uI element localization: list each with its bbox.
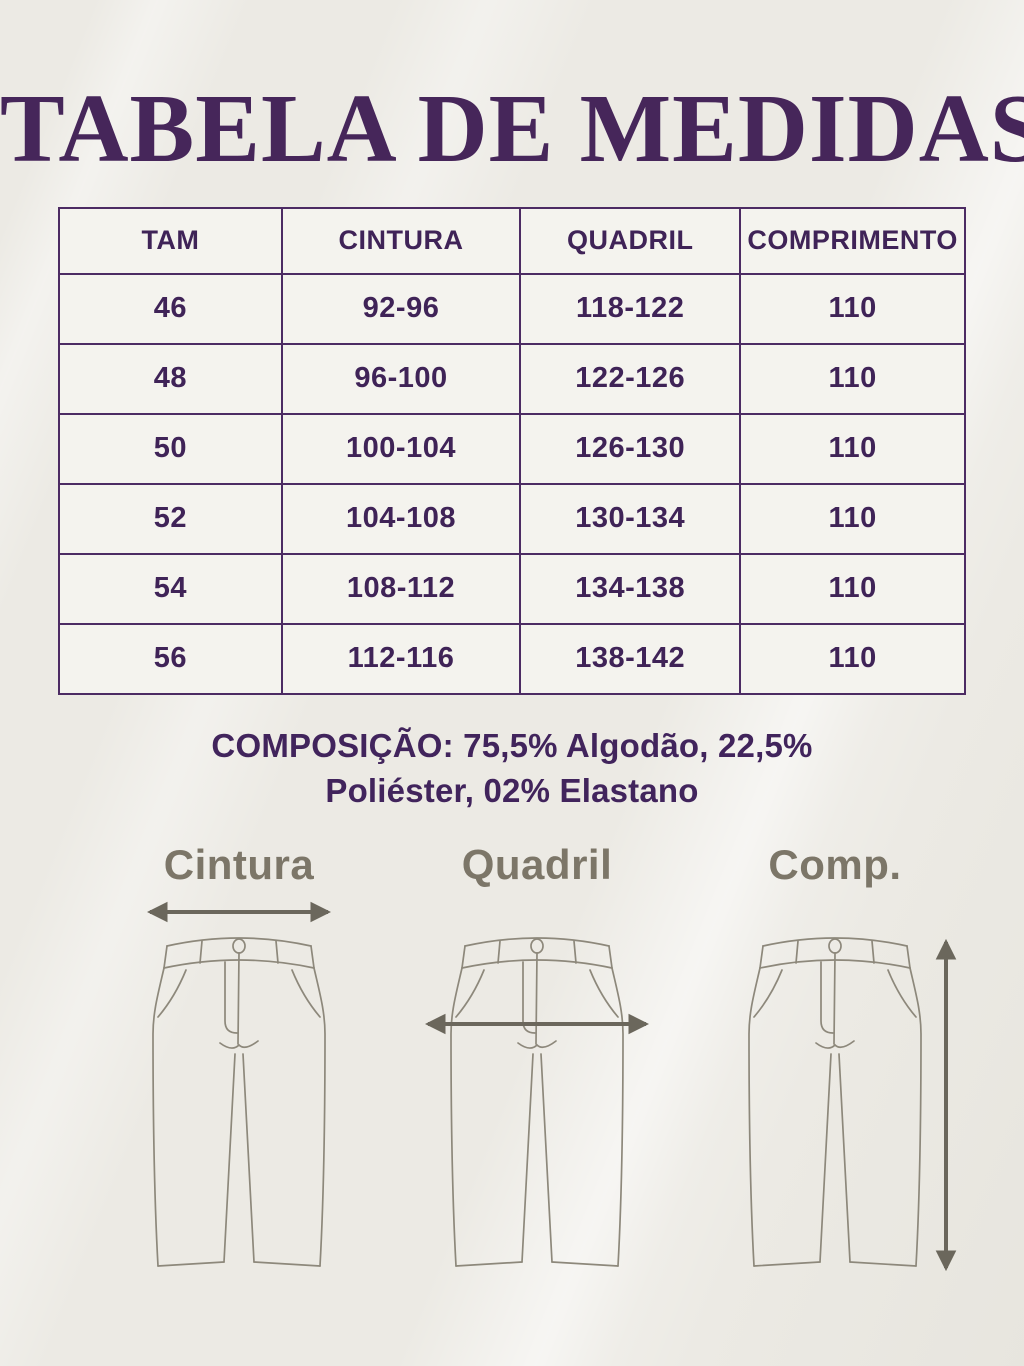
table-cell: 138-142 bbox=[519, 622, 742, 695]
header-cell-comprimento: COMPRIMENTO bbox=[739, 206, 966, 275]
table-cell: 48 bbox=[58, 342, 283, 415]
diagram-cintura: Cintura bbox=[90, 840, 388, 1274]
table-cell: 110 bbox=[739, 272, 966, 345]
table-row: 56 112-116 138-142 110 bbox=[58, 622, 966, 695]
diagram-label-cintura: Cintura bbox=[163, 840, 315, 888]
table-cell: 54 bbox=[58, 552, 283, 625]
header-cell-quadril: QUADRIL bbox=[519, 206, 742, 275]
table-cell: 110 bbox=[739, 482, 966, 555]
table-row: 48 96-100 122-126 110 bbox=[58, 342, 966, 415]
table-row: 54 108-112 134-138 110 bbox=[58, 552, 966, 625]
composition-line-1: COMPOSIÇÃO: 75,5% Algodão, 22,5% bbox=[211, 726, 813, 764]
table-cell: 126-130 bbox=[519, 412, 742, 485]
table-cell: 100-104 bbox=[280, 412, 522, 485]
table-cell: 110 bbox=[739, 342, 966, 415]
table-cell: 56 bbox=[58, 622, 283, 695]
size-table: TAM CINTURA QUADRIL COMPRIMENTO 46 92-96… bbox=[58, 206, 966, 695]
table-cell: 92-96 bbox=[280, 272, 522, 345]
table-cell: 134-138 bbox=[519, 552, 742, 625]
table-header-row: TAM CINTURA QUADRIL COMPRIMENTO bbox=[58, 206, 966, 275]
table-cell: 46 bbox=[58, 272, 283, 345]
table-cell: 122-126 bbox=[519, 342, 742, 415]
table-cell: 96-100 bbox=[280, 342, 522, 415]
table-row: 50 100-104 126-130 110 bbox=[58, 412, 966, 485]
table-cell: 110 bbox=[739, 552, 966, 625]
composition-line-2: Poliéster, 02% Elastano bbox=[325, 772, 699, 810]
diagram-label-comprimento: Comp. bbox=[768, 840, 902, 888]
table-cell: 110 bbox=[739, 622, 966, 695]
table-cell: 104-108 bbox=[280, 482, 522, 555]
table-cell: 130-134 bbox=[519, 482, 742, 555]
diagram-comprimento: Comp. bbox=[686, 840, 984, 1274]
header-cell-cintura: CINTURA bbox=[280, 206, 522, 275]
diagram-quadril: Quadril bbox=[388, 840, 686, 1274]
table-cell: 112-116 bbox=[280, 622, 522, 695]
table-cell: 52 bbox=[58, 482, 283, 555]
diagram-label-quadril: Quadril bbox=[461, 840, 613, 888]
table-row: 52 104-108 130-134 110 bbox=[58, 482, 966, 555]
table-cell: 108-112 bbox=[280, 552, 522, 625]
page-title: TABELA DE MEDIDAS bbox=[0, 75, 1024, 182]
pants-length-sketch-icon bbox=[748, 937, 957, 1271]
composition-text: COMPOSIÇÃO: 75,5% Algodão, 22,5% Poliést… bbox=[0, 723, 1024, 814]
table-row: 46 92-96 118-122 110 bbox=[58, 272, 966, 345]
table-cell: 118-122 bbox=[519, 272, 742, 345]
table-cell: 110 bbox=[739, 412, 966, 485]
header-cell-tam: TAM bbox=[58, 206, 283, 275]
measurement-diagrams: Cintura Quadril Comp. bbox=[0, 840, 1024, 1274]
pants-hip-sketch-icon bbox=[424, 937, 650, 1267]
pants-waist-sketch-icon bbox=[146, 901, 332, 1267]
table-cell: 50 bbox=[58, 412, 283, 485]
